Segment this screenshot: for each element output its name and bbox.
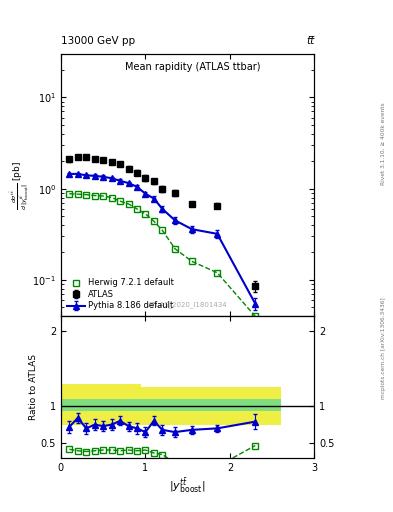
Y-axis label: Ratio to ATLAS: Ratio to ATLAS	[29, 354, 38, 420]
Herwig 7.2.1 default	[143, 211, 148, 217]
Text: mcplots.cern.ch [arXiv:1306.3436]: mcplots.cern.ch [arXiv:1306.3436]	[381, 297, 386, 399]
Herwig 7.2.1 default	[92, 193, 97, 199]
Herwig 7.2.1 default	[118, 198, 123, 204]
Herwig 7.2.1 default	[189, 258, 194, 264]
Herwig 7.2.1 default	[215, 270, 220, 276]
Herwig 7.2.1 default	[173, 246, 177, 252]
Herwig 7.2.1 default	[84, 191, 89, 198]
X-axis label: $|y^{t\bar{t}}_\mathrm{boost}|$: $|y^{t\bar{t}}_\mathrm{boost}|$	[169, 476, 206, 495]
Herwig 7.2.1 default	[67, 190, 72, 197]
Text: Mean rapidity (ATLAS ttbar): Mean rapidity (ATLAS ttbar)	[125, 61, 261, 72]
Herwig 7.2.1 default	[109, 195, 114, 201]
Herwig 7.2.1 default	[253, 313, 258, 319]
Line: Herwig 7.2.1 default: Herwig 7.2.1 default	[66, 191, 258, 319]
Herwig 7.2.1 default	[160, 227, 165, 233]
Y-axis label: $\frac{d\sigma^{t\bar{t}}}{d\,|y^{t\bar{t}}_\mathrm{boost}|}\ \mathsf{[pb]}$: $\frac{d\sigma^{t\bar{t}}}{d\,|y^{t\bar{…	[9, 160, 31, 209]
Legend: Herwig 7.2.1 default, ATLAS, Pythia 8.186 default: Herwig 7.2.1 default, ATLAS, Pythia 8.18…	[65, 277, 176, 312]
Text: tt̅: tt̅	[306, 36, 314, 46]
Text: Rivet 3.1.10, ≥ 400k events: Rivet 3.1.10, ≥ 400k events	[381, 102, 386, 185]
Herwig 7.2.1 default	[152, 218, 156, 224]
Herwig 7.2.1 default	[126, 201, 131, 207]
Text: 13000 GeV pp: 13000 GeV pp	[61, 36, 135, 46]
Herwig 7.2.1 default	[101, 193, 105, 199]
Herwig 7.2.1 default	[134, 206, 140, 212]
Herwig 7.2.1 default	[75, 191, 80, 197]
Text: ATLAS_2020_I1801434: ATLAS_2020_I1801434	[148, 302, 228, 308]
